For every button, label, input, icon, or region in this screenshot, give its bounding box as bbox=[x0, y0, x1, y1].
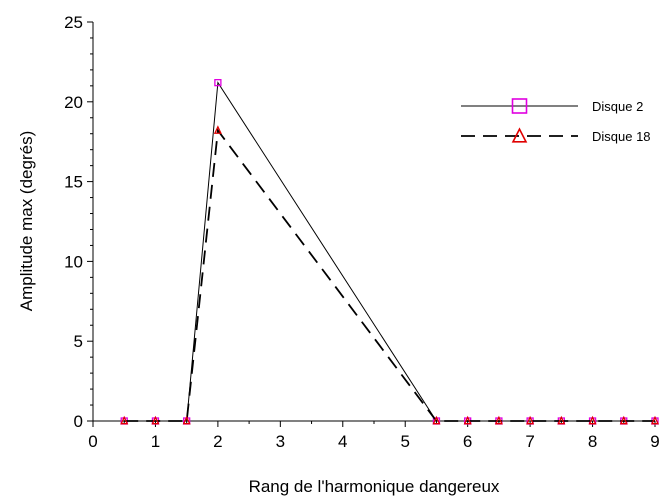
x-axis-title: Rang de l'harmonique dangereux bbox=[249, 477, 500, 496]
data-point bbox=[650, 415, 660, 425]
x-tick-label: 8 bbox=[588, 432, 597, 451]
legend-item: Disque 2 bbox=[461, 98, 643, 114]
x-tick-label: 4 bbox=[338, 432, 347, 451]
data-point bbox=[214, 78, 222, 87]
y-tick-label: 15 bbox=[64, 173, 83, 192]
data-point bbox=[557, 415, 566, 425]
plot-area: 0 1 2 3 4 5 6 7 8 9 0 5 10 15 20 25 bbox=[64, 13, 660, 451]
y-ticks: 0 5 10 15 20 25 bbox=[64, 13, 93, 431]
x-tick-label: 7 bbox=[525, 432, 534, 451]
x-tick-label: 0 bbox=[88, 432, 97, 451]
series-line bbox=[124, 128, 655, 422]
x-tick-label: 5 bbox=[400, 432, 409, 451]
data-point bbox=[526, 415, 535, 425]
x-tick-label: 2 bbox=[213, 432, 222, 451]
data-point bbox=[432, 415, 441, 425]
legend: Disque 2 Disque 18 bbox=[461, 98, 651, 144]
series-1 bbox=[120, 78, 659, 425]
y-tick-label: 25 bbox=[64, 13, 83, 32]
x-ticks: 0 1 2 3 4 5 6 7 8 9 bbox=[88, 421, 660, 451]
data-point bbox=[151, 415, 160, 425]
y-tick-label: 5 bbox=[74, 332, 83, 351]
y-tick-label: 20 bbox=[64, 93, 83, 112]
x-tick-label: 6 bbox=[463, 432, 472, 451]
data-point bbox=[588, 415, 597, 425]
data-point bbox=[619, 415, 628, 425]
series-line bbox=[124, 81, 655, 422]
x-tick-label: 1 bbox=[151, 432, 160, 451]
series-2 bbox=[120, 125, 660, 425]
y-tick-label: 10 bbox=[64, 252, 83, 271]
y-tick-label: 0 bbox=[74, 412, 83, 431]
x-tick-label: 3 bbox=[276, 432, 285, 451]
legend-item: Disque 18 bbox=[461, 127, 651, 144]
data-point bbox=[120, 415, 129, 425]
legend-label: Disque 2 bbox=[592, 99, 643, 114]
x-tick-label: 9 bbox=[650, 432, 659, 451]
data-point bbox=[463, 415, 472, 425]
series-layer bbox=[120, 78, 660, 425]
y-axis-title: Amplitude max (degrés) bbox=[17, 131, 36, 311]
data-point bbox=[182, 415, 191, 425]
legend-label: Disque 18 bbox=[592, 129, 651, 144]
legend-marker bbox=[511, 127, 528, 143]
data-point bbox=[494, 415, 503, 425]
legend-marker bbox=[511, 98, 528, 114]
data-point bbox=[213, 125, 222, 134]
